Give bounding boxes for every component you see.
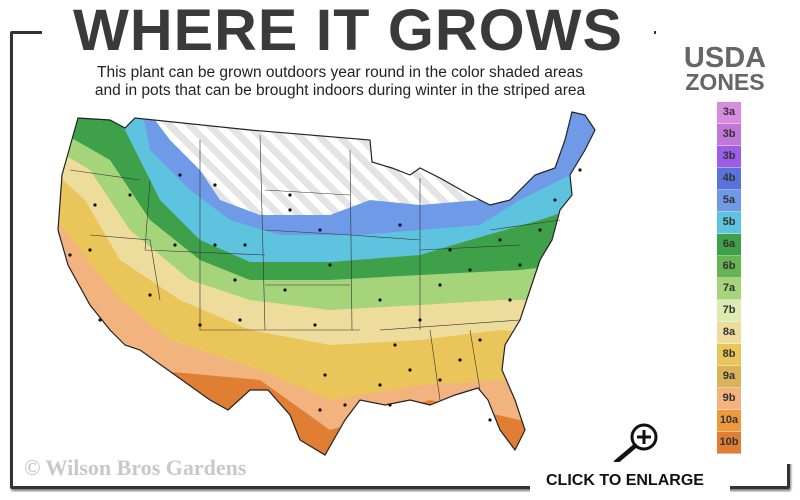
city-dot xyxy=(128,193,132,197)
us-zone-map[interactable] xyxy=(40,100,600,460)
state-borders xyxy=(69,134,561,401)
zone-swatch: 8a xyxy=(717,322,741,344)
subtitle-line: This plant can be grown outdoors year ro… xyxy=(97,64,583,81)
legend-title-line: ZONES xyxy=(685,69,765,95)
page-title: WHERE IT GROWS xyxy=(42,0,654,62)
zone-swatch: 3b xyxy=(717,124,741,146)
city-dot xyxy=(93,203,97,207)
city-dot xyxy=(173,243,177,247)
city-dot xyxy=(328,263,332,267)
city-dot xyxy=(313,323,317,327)
city-dot xyxy=(418,318,422,322)
city-dot xyxy=(478,338,482,342)
city-dot xyxy=(438,378,442,382)
city-dot xyxy=(88,248,92,252)
zone-swatch: 8b xyxy=(717,344,741,366)
city-dot xyxy=(398,223,402,227)
zone-legend: 3a 3b 3b 4b 5a 5b 6a 6b 7a 7b 8a 8b 9a 9b 10a 10b xyxy=(717,102,741,454)
zone-swatch: 5a xyxy=(717,190,741,212)
city-dot xyxy=(458,358,462,362)
city-dot xyxy=(178,173,182,177)
zone-swatch: 10b xyxy=(717,432,741,454)
city-dot xyxy=(148,293,152,297)
city-dot xyxy=(318,408,322,412)
city-dot xyxy=(578,168,582,172)
city-dot xyxy=(448,248,452,252)
zone-swatch: 6b xyxy=(717,256,741,278)
city-dot xyxy=(198,323,202,327)
legend-title-line: USDA xyxy=(683,42,767,74)
city-dot xyxy=(288,208,292,212)
city-dot xyxy=(393,343,397,347)
legend-title: USDA ZONES xyxy=(670,42,780,95)
zone-swatch: 7a xyxy=(717,278,741,300)
city-dot xyxy=(538,228,542,232)
zone-swatch: 6a xyxy=(717,234,741,256)
us-outline xyxy=(57,111,596,456)
city-dot xyxy=(388,403,392,407)
zone-swatch: 4b xyxy=(717,168,741,190)
zone-swatch: 10a xyxy=(717,410,741,432)
city-dot xyxy=(318,228,322,232)
city-dot xyxy=(438,283,442,287)
city-dot xyxy=(233,278,237,282)
city-dot xyxy=(343,403,347,407)
city-dot xyxy=(488,418,492,422)
city-dot xyxy=(378,383,382,387)
city-dot xyxy=(213,183,217,187)
city-dot xyxy=(323,373,327,377)
copyright-watermark: © Wilson Bros Gardens xyxy=(24,455,247,480)
click-to-enlarge-label: CLICK TO ENLARGE xyxy=(546,472,704,489)
zone-swatch: 5b xyxy=(717,212,741,234)
zone-bands xyxy=(58,112,595,455)
city-markers xyxy=(68,168,582,422)
city-dot xyxy=(68,253,72,257)
city-dot xyxy=(98,318,102,322)
click-to-enlarge-button[interactable]: CLICK TO ENLARGE xyxy=(530,462,730,500)
zone-swatch: 3b xyxy=(717,146,741,168)
city-dot xyxy=(508,298,512,302)
city-dot xyxy=(553,198,557,202)
city-dot xyxy=(283,288,287,292)
subtitle: This plant can be grown outdoors year ro… xyxy=(40,64,640,100)
city-dot xyxy=(498,238,502,242)
zone-swatch: 9b xyxy=(717,388,741,410)
city-dot xyxy=(243,243,247,247)
zone-swatch: 7b xyxy=(717,300,741,322)
city-dot xyxy=(288,193,292,197)
city-dot xyxy=(378,298,382,302)
zone-swatch: 3a xyxy=(717,102,741,124)
zoom-in-magnifier-icon[interactable] xyxy=(608,420,664,466)
city-dot xyxy=(213,243,217,247)
city-dot xyxy=(408,368,412,372)
city-dot xyxy=(238,318,242,322)
city-dot xyxy=(468,268,472,272)
city-dot xyxy=(518,263,522,267)
subtitle-line: and in pots that can be brought indoors … xyxy=(94,82,586,99)
zone-swatch: 9a xyxy=(717,366,741,388)
